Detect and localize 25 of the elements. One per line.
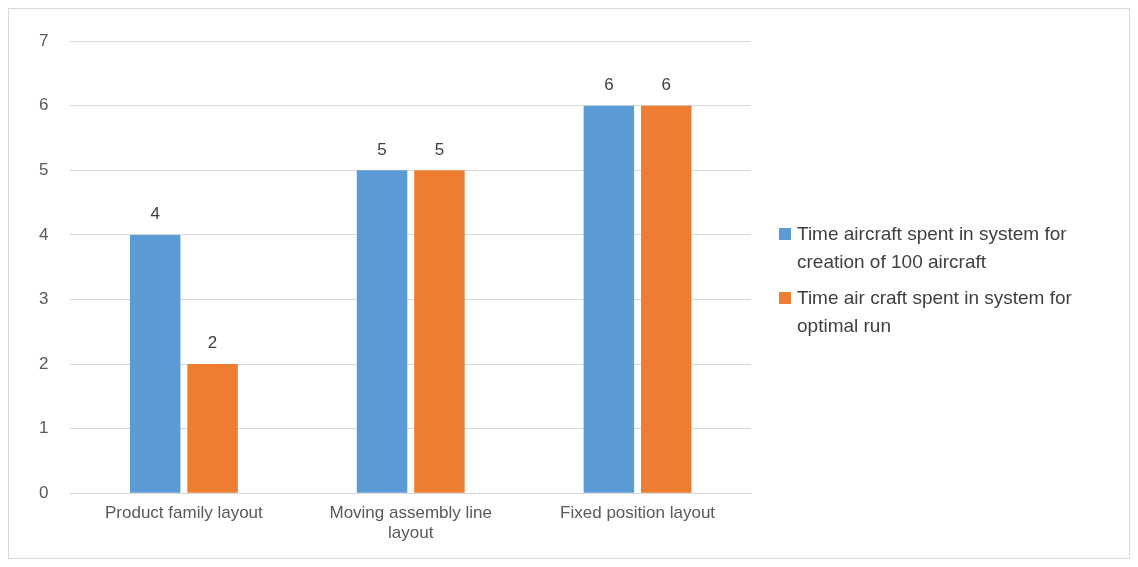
x-tick-label: Product family layout [104, 503, 264, 523]
bar [187, 364, 238, 493]
data-label: 6 [661, 74, 672, 94]
data-label: 5 [434, 139, 445, 159]
bar [356, 170, 408, 493]
bar [129, 234, 181, 493]
y-tick-label: 0 [38, 482, 49, 502]
bar [641, 105, 692, 493]
bar [414, 170, 465, 493]
y-tick-label: 7 [38, 30, 49, 50]
legend-label: Time aircraft spent in system for creation of 100 aircraft [797, 221, 1068, 274]
y-tick-label: 1 [38, 418, 49, 438]
data-label: 6 [604, 74, 614, 94]
data-label: 4 [150, 204, 160, 224]
y-tick-label: 5 [38, 160, 49, 180]
y-tick-label: 4 [38, 224, 49, 244]
y-tick-label: 3 [38, 289, 49, 309]
x-tick-label: Moving assembly line layout [329, 503, 492, 543]
bar [583, 105, 635, 493]
data-label: 2 [207, 333, 218, 353]
legend-label: Time air craft spent in system for optimal run [797, 285, 1073, 338]
y-tick-label: 2 [38, 353, 49, 373]
x-tick-label: Fixed position layout [560, 503, 716, 523]
y-tick-label: 6 [38, 95, 49, 115]
data-label: 5 [377, 139, 387, 159]
